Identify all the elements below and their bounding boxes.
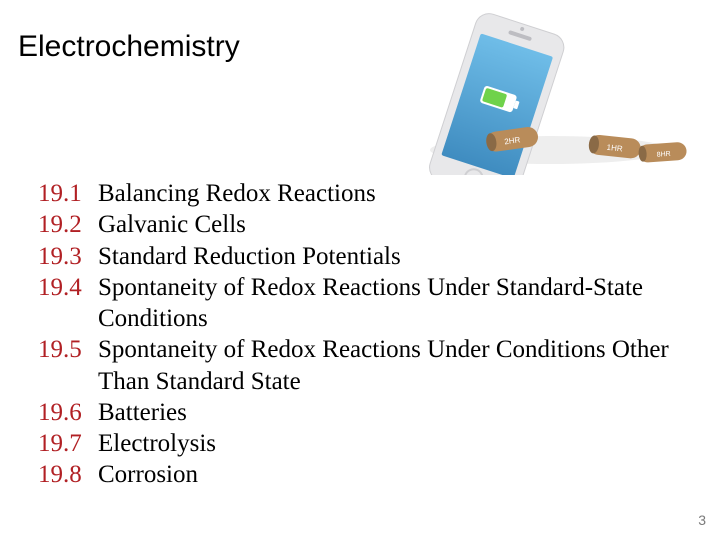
outline-row: 19.7Electrolysis bbox=[38, 428, 678, 459]
outline-number: 19.7 bbox=[38, 428, 98, 459]
outline-topic: Balancing Redox Reactions bbox=[98, 178, 678, 209]
outline-topic: Electrolysis bbox=[98, 428, 678, 459]
outline-number: 19.4 bbox=[38, 272, 98, 303]
outline-row: 19.5Spontaneity of Redox Reactions Under… bbox=[38, 334, 678, 397]
outline-number: 19.2 bbox=[38, 209, 98, 240]
outline-row: 19.8Corrosion bbox=[38, 459, 678, 490]
outline-topic: Galvanic Cells bbox=[98, 209, 678, 240]
outline-number: 19.8 bbox=[38, 459, 98, 490]
page-number: 3 bbox=[698, 512, 706, 528]
phone-with-batteries-icon: 2HR 1HR 8HR bbox=[390, 0, 690, 175]
outline-list: 19.1Balancing Redox Reactions19.2Galvani… bbox=[38, 178, 678, 491]
outline-topic: Batteries bbox=[98, 397, 678, 428]
outline-row: 19.2Galvanic Cells bbox=[38, 209, 678, 240]
svg-text:8HR: 8HR bbox=[657, 151, 671, 159]
outline-topic: Corrosion bbox=[98, 459, 678, 490]
outline-number: 19.3 bbox=[38, 241, 98, 272]
outline-row: 19.6Batteries bbox=[38, 397, 678, 428]
outline-topic: Spontaneity of Redox Reactions Under Con… bbox=[98, 334, 678, 397]
outline-topic: Spontaneity of Redox Reactions Under Sta… bbox=[98, 272, 678, 335]
slide-title: Electrochemistry bbox=[18, 30, 240, 64]
outline-row: 19.4Spontaneity of Redox Reactions Under… bbox=[38, 272, 678, 335]
slide: Electrochemistry bbox=[0, 0, 720, 540]
svg-text:1HR: 1HR bbox=[606, 143, 623, 154]
outline-number: 19.5 bbox=[38, 334, 98, 365]
outline-row: 19.1Balancing Redox Reactions bbox=[38, 178, 678, 209]
outline-row: 19.3Standard Reduction Potentials bbox=[38, 241, 678, 272]
outline-number: 19.6 bbox=[38, 397, 98, 428]
outline-topic: Standard Reduction Potentials bbox=[98, 241, 678, 272]
outline-number: 19.1 bbox=[38, 178, 98, 209]
